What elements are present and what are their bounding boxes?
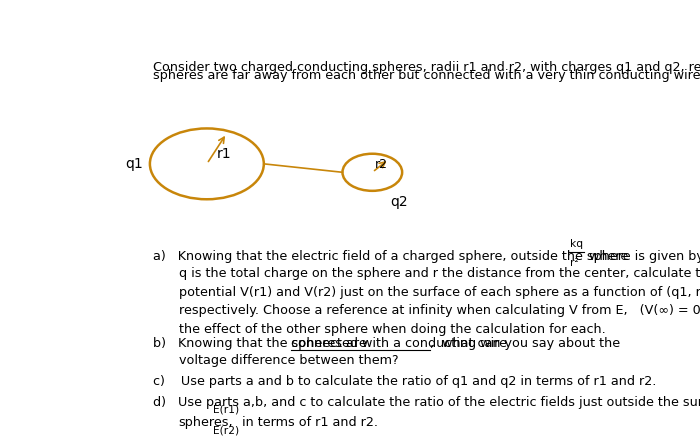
Text: connected with a conducting wire: connected with a conducting wire: [291, 337, 507, 350]
Text: E(r2): E(r2): [213, 425, 239, 435]
Text: d)   Use parts a,b, and c to calculate the ratio of the electric fields just out: d) Use parts a,b, and c to calculate the…: [153, 396, 700, 409]
Text: c)    Use parts a and b to calculate the ratio of q1 and q2 in terms of r1 and r: c) Use parts a and b to calculate the ra…: [153, 374, 656, 388]
Text: spheres,: spheres,: [178, 416, 233, 429]
Text: q2: q2: [390, 195, 408, 209]
Text: where: where: [585, 250, 628, 263]
Text: in terms of r1 and r2.: in terms of r1 and r2.: [238, 416, 378, 429]
Text: kq: kq: [570, 239, 583, 248]
Text: Consider two charged conducting spheres, radii r1 and r2, with charges q1 and q2: Consider two charged conducting spheres,…: [153, 61, 700, 74]
Text: spheres are far away from each other but connected with a very thin conducting w: spheres are far away from each other but…: [153, 70, 700, 82]
Text: voltage difference between them?: voltage difference between them?: [178, 354, 398, 367]
Text: ,  what can you say about the: , what can you say about the: [430, 337, 620, 350]
Text: r1: r1: [216, 147, 231, 161]
Text: r²: r²: [570, 258, 579, 268]
Text: r2: r2: [374, 158, 388, 171]
Text: b)   Knowing that the spheres are: b) Knowing that the spheres are: [153, 337, 370, 350]
Text: q1: q1: [125, 157, 144, 171]
Text: q is the total charge on the sphere and r the distance from the center, calculat: q is the total charge on the sphere and …: [178, 267, 700, 336]
Text: E(r1): E(r1): [213, 404, 239, 414]
Text: a)   Knowing that the electric field of a charged sphere, outside the sphere is : a) Knowing that the electric field of a …: [153, 250, 700, 263]
